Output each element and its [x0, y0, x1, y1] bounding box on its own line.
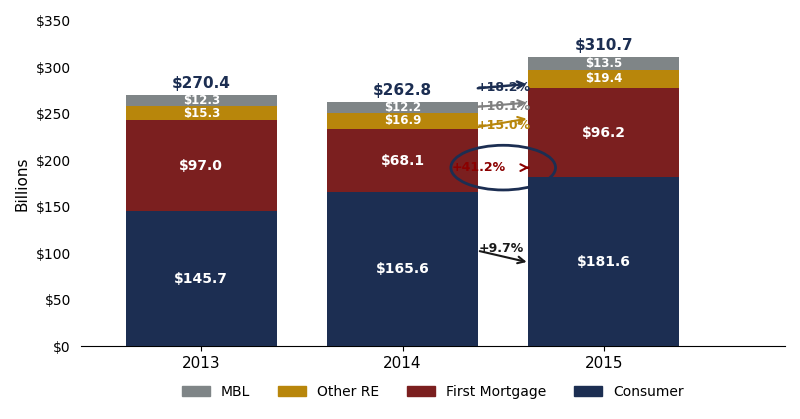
Text: $12.3: $12.3 [182, 94, 220, 107]
Text: $270.4: $270.4 [172, 76, 230, 91]
Bar [126, 106, 277, 120]
Text: $96.2: $96.2 [582, 126, 626, 140]
Bar [327, 102, 478, 113]
Bar [528, 57, 679, 70]
Text: $181.6: $181.6 [577, 255, 630, 269]
Text: $68.1: $68.1 [381, 153, 425, 168]
Bar [528, 70, 679, 88]
Text: $19.4: $19.4 [585, 72, 622, 85]
Bar [126, 211, 277, 347]
Bar [126, 95, 277, 106]
Text: +10.1%: +10.1% [477, 100, 531, 113]
Text: $165.6: $165.6 [376, 262, 430, 276]
Bar [528, 88, 679, 177]
Text: $310.7: $310.7 [574, 39, 633, 53]
Bar [126, 120, 277, 211]
Bar [327, 192, 478, 347]
Text: $262.8: $262.8 [373, 83, 432, 98]
Y-axis label: Billions: Billions [15, 156, 30, 211]
Text: $16.9: $16.9 [384, 114, 422, 127]
Text: $97.0: $97.0 [179, 158, 223, 173]
Bar [327, 113, 478, 129]
Text: $13.5: $13.5 [586, 57, 622, 70]
Text: $12.2: $12.2 [384, 101, 421, 114]
Text: $145.7: $145.7 [174, 272, 228, 286]
Text: $15.3: $15.3 [182, 107, 220, 120]
Text: +15.0%: +15.0% [477, 119, 531, 132]
Legend: MBL, Other RE, First Mortgage, Consumer: MBL, Other RE, First Mortgage, Consumer [177, 380, 689, 405]
Bar [327, 129, 478, 192]
Text: +18.2%: +18.2% [477, 81, 531, 94]
Text: +41.2%: +41.2% [452, 161, 506, 174]
Text: +9.7%: +9.7% [479, 242, 524, 255]
Bar [528, 177, 679, 347]
